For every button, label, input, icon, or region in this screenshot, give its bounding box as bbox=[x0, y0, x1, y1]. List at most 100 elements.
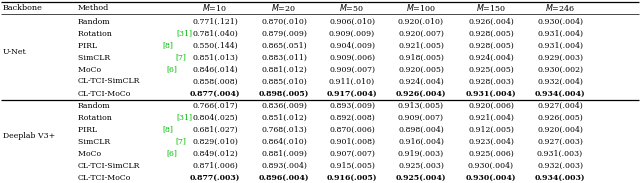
Text: [8]: [8] bbox=[162, 126, 173, 134]
Text: 0.930(.002): 0.930(.002) bbox=[537, 66, 583, 74]
Text: 0.920(.007): 0.920(.007) bbox=[398, 29, 444, 38]
Text: 0.915(.005): 0.915(.005) bbox=[329, 162, 375, 169]
Text: CL-TCI-MoCo: CL-TCI-MoCo bbox=[78, 89, 131, 98]
Text: 0.919(.003): 0.919(.003) bbox=[398, 150, 444, 158]
Text: 0.929(.003): 0.929(.003) bbox=[537, 53, 583, 61]
Text: CL-TCI-SimCLR: CL-TCI-SimCLR bbox=[78, 162, 140, 169]
Text: 0.911(.010): 0.911(.010) bbox=[329, 77, 375, 85]
Text: 0.885(.010): 0.885(.010) bbox=[261, 77, 307, 85]
Text: CL-TCI-SimCLR: CL-TCI-SimCLR bbox=[78, 77, 140, 85]
Text: 0.913(.005): 0.913(.005) bbox=[398, 102, 444, 109]
Text: 0.870(.010): 0.870(.010) bbox=[261, 18, 307, 25]
Text: 0.930(.004): 0.930(.004) bbox=[468, 162, 514, 169]
Text: 0.912(.005): 0.912(.005) bbox=[468, 126, 514, 134]
Text: 0.877(.004): 0.877(.004) bbox=[189, 89, 240, 98]
Text: 0.909(.007): 0.909(.007) bbox=[398, 113, 444, 122]
Text: [31]: [31] bbox=[177, 29, 193, 38]
Text: Backbone: Backbone bbox=[3, 4, 43, 12]
Text: SimCLR: SimCLR bbox=[78, 137, 113, 145]
Text: 0.927(.003): 0.927(.003) bbox=[537, 137, 583, 145]
Text: 0.932(.003): 0.932(.003) bbox=[537, 162, 583, 169]
Text: 0.781(.040): 0.781(.040) bbox=[192, 29, 238, 38]
Text: 0.931(.004): 0.931(.004) bbox=[537, 29, 583, 38]
Text: 0.918(.005): 0.918(.005) bbox=[398, 53, 444, 61]
Text: 0.804(.025): 0.804(.025) bbox=[192, 113, 238, 122]
Text: $M$=50: $M$=50 bbox=[339, 2, 365, 13]
Text: 0.858(.008): 0.858(.008) bbox=[192, 77, 238, 85]
Text: 0.930(.004): 0.930(.004) bbox=[466, 173, 516, 182]
Text: 0.901(.008): 0.901(.008) bbox=[329, 137, 375, 145]
Text: $M$=246: $M$=246 bbox=[545, 2, 575, 13]
Text: 0.930(.004): 0.930(.004) bbox=[537, 18, 583, 25]
Text: 0.925(.006): 0.925(.006) bbox=[468, 150, 514, 158]
Text: 0.846(.014): 0.846(.014) bbox=[192, 66, 238, 74]
Text: 0.926(.004): 0.926(.004) bbox=[396, 89, 446, 98]
Text: 0.931(.004): 0.931(.004) bbox=[537, 42, 583, 49]
Text: 0.925(.003): 0.925(.003) bbox=[398, 162, 444, 169]
Text: 0.926(.004): 0.926(.004) bbox=[468, 18, 514, 25]
Text: Random: Random bbox=[78, 18, 111, 25]
Text: 0.892(.008): 0.892(.008) bbox=[329, 113, 375, 122]
Text: 0.893(.004): 0.893(.004) bbox=[261, 162, 307, 169]
Text: 0.920(.006): 0.920(.006) bbox=[468, 102, 514, 109]
Text: Rotation: Rotation bbox=[78, 29, 115, 38]
Text: $M$=100: $M$=100 bbox=[406, 2, 436, 13]
Text: 0.920(.005): 0.920(.005) bbox=[398, 66, 444, 74]
Text: 0.836(.009): 0.836(.009) bbox=[261, 102, 307, 109]
Text: 0.864(.010): 0.864(.010) bbox=[261, 137, 307, 145]
Text: 0.871(.006): 0.871(.006) bbox=[192, 162, 238, 169]
Text: CL-TCI-MoCo: CL-TCI-MoCo bbox=[78, 173, 131, 182]
Text: 0.550(.144): 0.550(.144) bbox=[192, 42, 238, 49]
Text: 0.907(.007): 0.907(.007) bbox=[329, 150, 375, 158]
Text: 0.898(.004): 0.898(.004) bbox=[398, 126, 444, 134]
Text: 0.917(.004): 0.917(.004) bbox=[326, 89, 378, 98]
Text: 0.870(.006): 0.870(.006) bbox=[329, 126, 375, 134]
Text: $M$=150: $M$=150 bbox=[476, 2, 506, 13]
Text: 0.883(.011): 0.883(.011) bbox=[261, 53, 307, 61]
Text: SimCLR: SimCLR bbox=[78, 53, 113, 61]
Text: 0.877(.003): 0.877(.003) bbox=[190, 173, 240, 182]
Text: 0.851(.012): 0.851(.012) bbox=[261, 113, 307, 122]
Text: 0.771(.121): 0.771(.121) bbox=[192, 18, 238, 25]
Text: 0.909(.009): 0.909(.009) bbox=[329, 29, 375, 38]
Text: 0.928(.005): 0.928(.005) bbox=[468, 29, 514, 38]
Text: 0.881(.012): 0.881(.012) bbox=[261, 66, 307, 74]
Text: 0.881(.009): 0.881(.009) bbox=[261, 150, 307, 158]
Text: 0.921(.005): 0.921(.005) bbox=[398, 42, 444, 49]
Text: 0.928(.003): 0.928(.003) bbox=[468, 77, 514, 85]
Text: Random: Random bbox=[78, 102, 111, 109]
Text: 0.909(.007): 0.909(.007) bbox=[329, 66, 375, 74]
Text: 0.829(.010): 0.829(.010) bbox=[192, 137, 238, 145]
Text: 0.849(.012): 0.849(.012) bbox=[192, 150, 238, 158]
Text: 0.879(.009): 0.879(.009) bbox=[261, 29, 307, 38]
Text: 0.916(.004): 0.916(.004) bbox=[398, 137, 444, 145]
Text: Method: Method bbox=[78, 4, 109, 12]
Text: $M$=20: $M$=20 bbox=[271, 2, 296, 13]
Text: Rotation: Rotation bbox=[78, 113, 115, 122]
Text: 0.924(.004): 0.924(.004) bbox=[468, 53, 514, 61]
Text: 0.927(.004): 0.927(.004) bbox=[537, 102, 583, 109]
Text: [7]: [7] bbox=[175, 137, 186, 145]
Text: 0.932(.004): 0.932(.004) bbox=[537, 77, 583, 85]
Text: 0.925(.005): 0.925(.005) bbox=[468, 66, 514, 74]
Text: 0.904(.009): 0.904(.009) bbox=[329, 42, 375, 49]
Text: 0.926(.005): 0.926(.005) bbox=[537, 113, 583, 122]
Text: 0.920(.004): 0.920(.004) bbox=[537, 126, 583, 134]
Text: [7]: [7] bbox=[175, 53, 186, 61]
Text: 0.921(.004): 0.921(.004) bbox=[468, 113, 514, 122]
Text: 0.893(.009): 0.893(.009) bbox=[329, 102, 375, 109]
Text: PIRL: PIRL bbox=[78, 126, 100, 134]
Text: 0.924(.004): 0.924(.004) bbox=[398, 77, 444, 85]
Text: 0.906(.010): 0.906(.010) bbox=[329, 18, 375, 25]
Text: 0.768(.013): 0.768(.013) bbox=[261, 126, 307, 134]
Text: 0.766(.017): 0.766(.017) bbox=[192, 102, 238, 109]
Text: MoCo: MoCo bbox=[78, 66, 104, 74]
Text: 0.934(.003): 0.934(.003) bbox=[535, 173, 585, 182]
Text: 0.851(.013): 0.851(.013) bbox=[192, 53, 238, 61]
Text: 0.898(.005): 0.898(.005) bbox=[259, 89, 309, 98]
Text: MoCo: MoCo bbox=[78, 150, 104, 158]
Text: Deeplab V3+: Deeplab V3+ bbox=[3, 132, 55, 139]
Text: 0.928(.005): 0.928(.005) bbox=[468, 42, 514, 49]
Text: 0.865(.051): 0.865(.051) bbox=[261, 42, 307, 49]
Text: 0.925(.004): 0.925(.004) bbox=[396, 173, 446, 182]
